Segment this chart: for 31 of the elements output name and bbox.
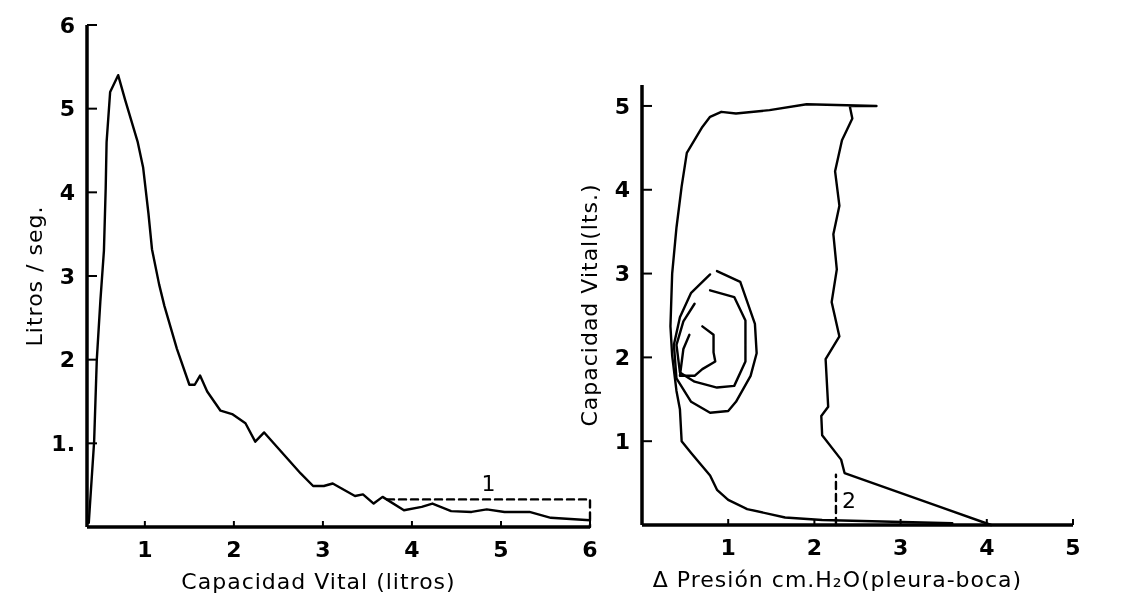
y-tick-label: 5 [59,96,75,122]
annotation: 1 [481,471,496,497]
y-axis-title: Capacidad Vital(lts.) [577,183,602,427]
y-tick-label: 3 [59,263,75,289]
y-tick-label: 4 [59,180,75,206]
x-tick-label: 2 [806,535,823,560]
y-tick-label: 5 [614,93,630,119]
x-axis-title: Δ Presión cm.H₂O(pleura-boca) [652,567,1023,592]
annotation: 2 [841,487,856,513]
x-tick-label: 4 [979,535,995,560]
y-tick-label: 2 [614,345,630,371]
y-tick-label: 4 [614,177,630,203]
y-axis-title: Litros / seg. [22,205,47,347]
x-tick-label: 3 [315,537,331,562]
x-tick-label: 6 [582,537,598,562]
y-tick-label: 2 [59,347,75,373]
x-tick-label: 3 [892,535,909,560]
y-tick-label: 6 [59,12,75,38]
y-tick-label: 3 [614,261,630,287]
y-tick-label: 1. [51,431,75,457]
x-tick-label: 1 [137,537,153,562]
line-series [672,269,758,414]
x-tick-label: 1 [720,535,736,560]
x-tick-label: 5 [493,537,509,562]
y-tick-label: 1 [614,428,630,454]
x-tick-label: 5 [1065,535,1081,560]
line-series [675,289,747,389]
x-tick-label: 4 [404,537,420,562]
line-series [678,325,717,378]
x-axis-title: Capacidad Vital (litros) [181,569,456,594]
x-tick-label: 2 [226,537,242,562]
